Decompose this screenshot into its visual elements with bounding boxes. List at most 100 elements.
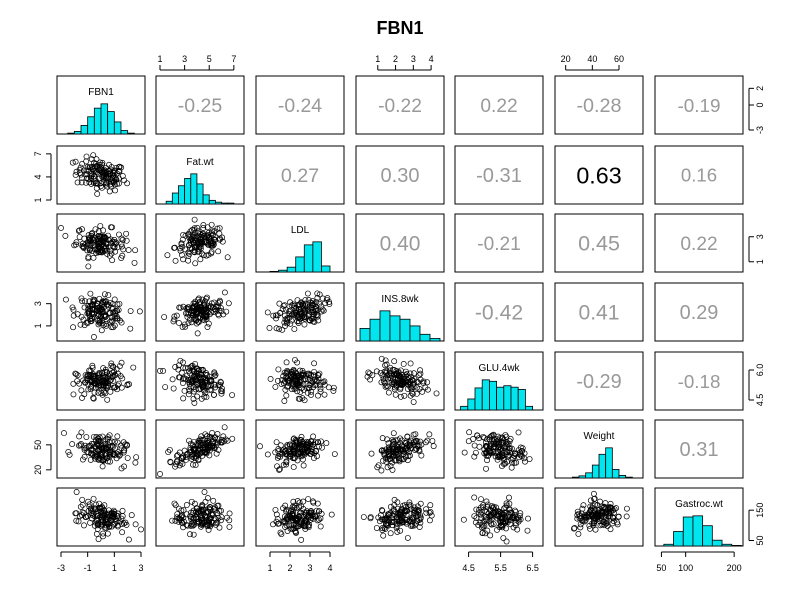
scatter-point <box>206 506 213 512</box>
scatter-point <box>365 369 372 376</box>
scatter-point <box>170 385 177 392</box>
scatter-point <box>104 301 111 308</box>
scatter-point <box>499 511 506 518</box>
scatter-point <box>410 399 417 405</box>
scatter-point <box>326 301 333 307</box>
scatter-point <box>180 231 187 238</box>
histogram-bar <box>165 200 173 205</box>
scatter-point <box>193 511 200 518</box>
scatter-point <box>221 289 228 296</box>
scatter-point <box>223 308 230 315</box>
tick-label: 4 <box>327 563 332 573</box>
scatter-point <box>124 442 130 449</box>
histogram-bar <box>503 385 512 411</box>
scatter-point <box>398 506 405 513</box>
scatter-point <box>318 379 325 386</box>
scatter-point <box>106 524 113 530</box>
scatter-point <box>603 511 609 518</box>
scatter-point <box>302 372 309 379</box>
scatter-point <box>189 362 196 369</box>
scatter-point <box>407 518 414 525</box>
scatter-point <box>204 523 211 530</box>
scatter-point <box>113 450 120 457</box>
scatter-point <box>164 252 171 259</box>
scatter-point <box>298 385 305 391</box>
scatter-point <box>507 435 514 442</box>
scatter-point <box>215 312 222 319</box>
scatter-point <box>277 529 284 536</box>
scatter-point <box>100 383 107 390</box>
scatter-point <box>315 372 322 379</box>
scatter-point <box>314 294 321 301</box>
scatter-point <box>311 311 317 318</box>
scatter-point <box>214 519 221 526</box>
scatter-point <box>318 510 325 517</box>
scatter-point <box>62 232 69 239</box>
scatter-point <box>197 238 204 245</box>
scatter-point <box>170 318 177 325</box>
scatter-point <box>98 313 105 320</box>
scatter-point <box>209 510 216 517</box>
scatter-point <box>423 506 429 513</box>
panel-frame <box>355 213 445 273</box>
scatter-point <box>96 370 103 377</box>
panel-frame <box>255 282 345 342</box>
scatter-point <box>79 298 86 305</box>
scatter-point <box>173 312 180 319</box>
scatter-point <box>281 448 288 454</box>
scatter-point <box>121 177 128 184</box>
scatter-point <box>186 437 192 444</box>
scatter-point <box>190 531 197 538</box>
scatter-point <box>218 379 224 386</box>
panel-frame <box>454 419 544 479</box>
scatter-point <box>95 233 102 240</box>
scatter-point <box>186 388 193 394</box>
scatter-point <box>93 249 100 256</box>
tick-label: 7 <box>231 54 236 64</box>
scatter-point <box>177 304 184 311</box>
scatter-point <box>591 496 598 503</box>
scatter-point <box>322 300 329 307</box>
scatter-point <box>291 435 297 442</box>
scatter-point <box>196 366 203 373</box>
scatter-point <box>204 224 211 231</box>
scatter-point <box>495 513 502 520</box>
scatter-point <box>107 376 114 383</box>
scatter-point <box>385 440 392 447</box>
scatter-point <box>184 313 191 320</box>
scatter-point <box>301 397 308 404</box>
scatter-point <box>266 325 273 331</box>
scatter-point <box>314 290 321 297</box>
scatter-point <box>290 464 297 471</box>
scatter-point <box>484 504 491 510</box>
scatter-point <box>95 321 102 328</box>
scatter-point <box>70 380 77 387</box>
scatter-point <box>385 510 392 517</box>
scatter-point <box>197 245 204 252</box>
scatter-point <box>72 241 79 248</box>
scatter-point <box>478 515 485 522</box>
scatter-point <box>81 446 88 453</box>
scatter-point <box>207 240 214 247</box>
scatter-point <box>194 224 201 231</box>
scatter-point <box>476 506 483 513</box>
scatter-point <box>218 388 225 394</box>
correlation-value: -0.21 <box>477 234 521 255</box>
scatter-point <box>291 326 298 333</box>
scatter-point <box>373 368 380 375</box>
scatter-point <box>387 530 394 537</box>
scatter-point <box>185 305 192 312</box>
tick-label: 50 <box>755 535 765 545</box>
scatter-point <box>203 394 210 401</box>
scatter-point <box>200 225 207 231</box>
scatter-point <box>183 454 190 461</box>
panel-frame <box>554 282 644 342</box>
scatter-point <box>182 323 189 330</box>
scatter-point <box>607 508 614 515</box>
scatter-point <box>373 525 380 531</box>
scatter-point <box>81 522 87 529</box>
scatter-point <box>212 434 219 441</box>
panel-frame <box>56 351 146 411</box>
scatter-point <box>118 240 125 247</box>
scatter-point <box>407 360 414 367</box>
